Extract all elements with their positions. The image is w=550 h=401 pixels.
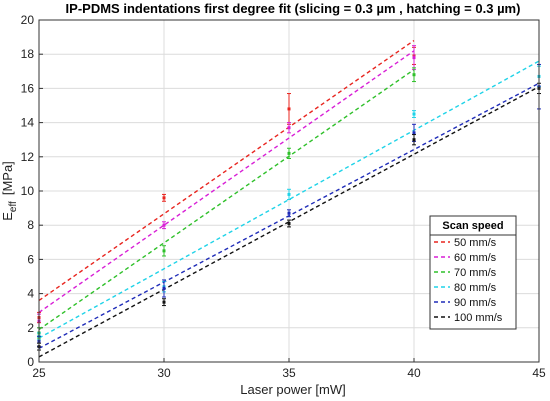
data-point	[287, 192, 291, 196]
y-axis-label: Eeff [MPa]	[0, 161, 19, 221]
data-point	[287, 151, 291, 155]
y-tick-label: 14	[21, 116, 35, 130]
legend-label: 80 mm/s	[454, 282, 497, 294]
y-tick-label: 10	[21, 184, 35, 198]
legend-items: 50 mm/s 60 mm/s 70 mm/s 80 mm/s 90 mm/s 100 m…	[434, 237, 503, 324]
x-tick-label: 25	[32, 366, 46, 380]
legend-title: Scan speed	[442, 220, 503, 232]
chart-title: IP-PDMS indentations first degree fit (s…	[66, 1, 521, 16]
data-point	[287, 126, 291, 130]
y-tick-label: 6	[27, 252, 34, 266]
legend-label: 70 mm/s	[454, 267, 497, 279]
x-tick-label: 45	[532, 366, 546, 380]
y-tick-label: 2	[27, 321, 34, 335]
data-point	[287, 211, 291, 215]
plot-frame	[38, 19, 540, 363]
fit-line	[38, 50, 415, 313]
fit-line	[38, 69, 415, 331]
data-point	[162, 286, 166, 290]
data-point	[287, 221, 291, 225]
y-tick-label: 18	[21, 47, 35, 61]
x-tick-labels: 25 30 35 40 45	[32, 366, 546, 380]
data-point	[287, 107, 291, 111]
data-point	[162, 196, 166, 200]
data-point	[412, 138, 416, 142]
y-tick-label: 4	[27, 287, 34, 301]
fit-line	[38, 60, 540, 339]
y-axis-label-sub: eff	[8, 201, 19, 212]
fit-line	[38, 39, 415, 302]
legend: Scan speed 50 mm/s 60 mm/s 70 mm/s 80 mm/s 9…	[429, 215, 517, 330]
y-axis-label-unit: [MPa]	[0, 161, 15, 195]
x-tick-label: 40	[407, 366, 421, 380]
y-axis-label-main: E	[0, 212, 15, 221]
y-tick-label: 0	[27, 355, 34, 369]
x-tick-label: 35	[282, 366, 296, 380]
data-point	[412, 73, 416, 77]
data-point	[162, 249, 166, 253]
y-tick-label: 8	[27, 218, 34, 232]
legend-label: 90 mm/s	[454, 297, 497, 309]
y-tick-label: 16	[21, 81, 35, 95]
legend-label: 100 mm/s	[454, 312, 503, 324]
x-axis-label: Laser power [mW]	[240, 382, 345, 397]
legend-label: 60 mm/s	[454, 252, 497, 264]
x-tick-label: 30	[157, 366, 171, 380]
data-point	[412, 112, 416, 116]
data-point	[162, 223, 166, 227]
data-point	[162, 300, 166, 304]
y-tick-label: 20	[21, 13, 35, 27]
y-tick-label: 12	[21, 150, 35, 164]
data-point	[412, 131, 416, 135]
y-tick-labels: 0 2 4 6 8 10 12 14 16 18 20	[21, 13, 35, 369]
legend-label: 50 mm/s	[454, 237, 497, 249]
data-point	[412, 56, 416, 60]
fit-line	[38, 86, 540, 358]
